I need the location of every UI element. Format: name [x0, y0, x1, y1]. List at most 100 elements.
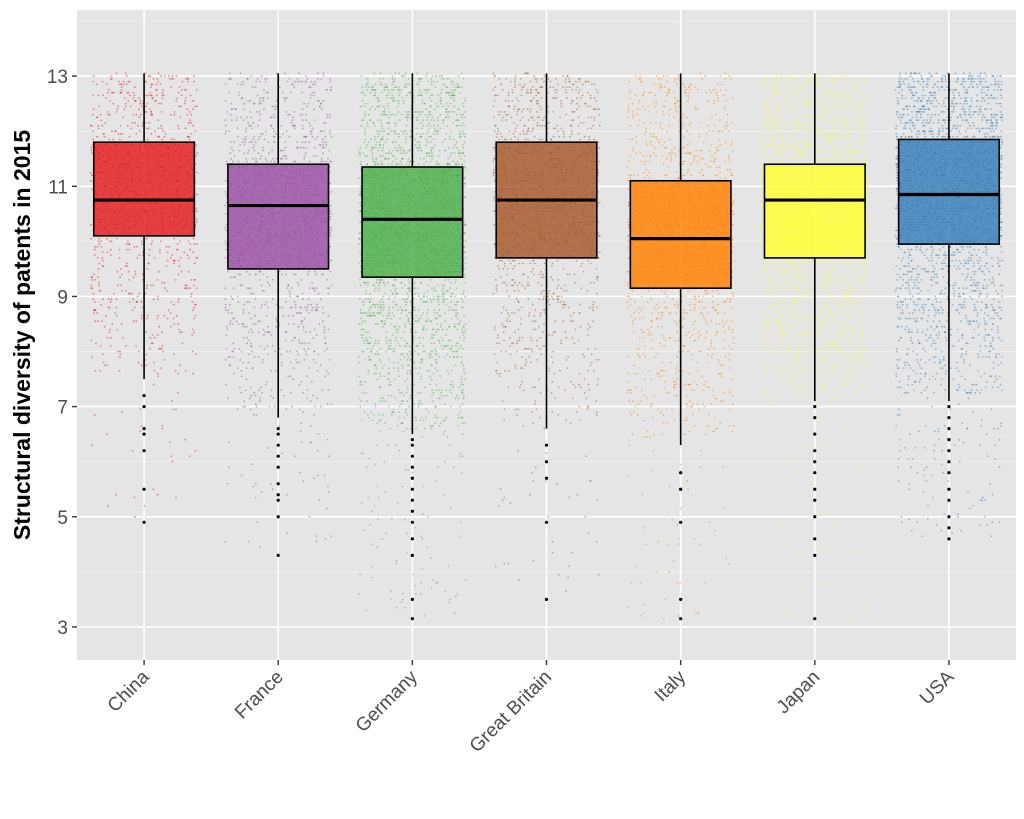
jitter-point: [136, 246, 138, 248]
jitter-point: [301, 141, 304, 144]
jitter-point: [430, 320, 433, 323]
jitter-point: [419, 342, 422, 345]
jitter-point: [97, 240, 100, 243]
jitter-point: [373, 135, 376, 138]
jitter-point: [362, 91, 365, 94]
jitter-point: [298, 342, 301, 345]
jitter-point: [326, 113, 329, 116]
jitter-point: [330, 190, 333, 193]
jitter-point: [433, 290, 435, 292]
jitter-point: [393, 284, 396, 287]
jitter-point: [394, 290, 397, 292]
jitter-point: [461, 334, 464, 336]
jitter-point: [358, 593, 360, 595]
jitter-point: [329, 204, 332, 207]
jitter-point: [328, 160, 331, 163]
jitter-point: [440, 391, 442, 394]
jitter-point: [408, 281, 411, 284]
jitter-point: [429, 160, 432, 163]
jitter-point: [323, 474, 326, 477]
jitter-point: [416, 72, 419, 75]
jitter-point: [381, 130, 384, 133]
jitter-point: [96, 257, 99, 259]
jitter-point: [109, 328, 111, 331]
jitter-point: [377, 353, 380, 356]
jitter-point: [184, 102, 187, 105]
jitter-point: [448, 279, 450, 281]
jitter-point: [224, 240, 227, 243]
jitter-point: [258, 102, 261, 105]
jitter-point: [120, 268, 122, 270]
jitter-point: [375, 367, 378, 369]
jitter-point: [383, 130, 386, 133]
jitter-point: [281, 157, 283, 160]
jitter-point: [139, 408, 142, 411]
jitter-point: [291, 339, 294, 342]
jitter-point: [406, 414, 408, 416]
jitter-point: [124, 105, 127, 108]
jitter-point: [464, 240, 467, 243]
jitter-point: [407, 320, 410, 323]
jitter-point: [436, 416, 439, 419]
jitter-point: [445, 298, 448, 301]
jitter-point: [90, 146, 93, 149]
jitter-point: [432, 146, 434, 149]
jitter-point: [442, 298, 445, 301]
jitter-point: [150, 111, 153, 113]
jitter-point: [245, 325, 248, 328]
jitter-point: [179, 116, 182, 119]
jitter-point: [230, 146, 233, 149]
jitter-point: [391, 155, 394, 157]
jitter-point: [328, 455, 330, 458]
jitter-point: [91, 356, 93, 358]
jitter-point: [437, 124, 439, 127]
jitter-point: [272, 397, 275, 400]
jitter-point: [110, 248, 112, 251]
jitter-point: [150, 243, 153, 246]
jitter-point: [393, 122, 396, 124]
jitter-point: [367, 102, 369, 105]
jitter-point: [383, 306, 385, 309]
jitter-point: [425, 328, 428, 331]
jitter-point: [105, 433, 108, 436]
jitter-point: [237, 295, 239, 298]
jitter-point: [270, 394, 272, 397]
jitter-point: [94, 301, 97, 303]
jitter-point: [225, 193, 227, 196]
jitter-point: [111, 91, 114, 94]
jitter-point: [387, 281, 390, 284]
jitter-point: [358, 262, 361, 265]
jitter-point: [436, 130, 439, 133]
jitter-point: [271, 488, 274, 491]
jitter-point: [408, 312, 410, 314]
jitter-point: [463, 273, 466, 276]
jitter-point: [399, 160, 402, 163]
jitter-point: [323, 331, 326, 334]
jitter-point: [432, 155, 435, 157]
jitter-point: [455, 141, 458, 144]
jitter-point: [380, 298, 383, 301]
jitter-point: [157, 372, 159, 375]
jitter-point: [146, 102, 149, 105]
jitter-point: [152, 78, 155, 80]
jitter-point: [133, 320, 135, 323]
jitter-point: [227, 356, 230, 358]
jitter-point: [101, 257, 104, 259]
jitter-point: [259, 113, 262, 116]
jitter-point: [405, 408, 407, 411]
jitter-point: [431, 334, 433, 336]
jitter-point: [454, 89, 457, 91]
jitter-point: [384, 83, 387, 86]
jitter-point: [135, 320, 138, 323]
jitter-point: [442, 83, 445, 86]
jitter-point: [144, 122, 147, 124]
jitter-point: [313, 91, 316, 94]
jitter-point: [309, 94, 312, 97]
jitter-point: [374, 303, 377, 306]
jitter-point: [252, 146, 254, 149]
jitter-point: [361, 336, 363, 339]
jitter-point: [122, 116, 124, 119]
jitter-point: [319, 298, 322, 301]
jitter-point: [461, 455, 464, 458]
jitter-point: [138, 350, 140, 353]
